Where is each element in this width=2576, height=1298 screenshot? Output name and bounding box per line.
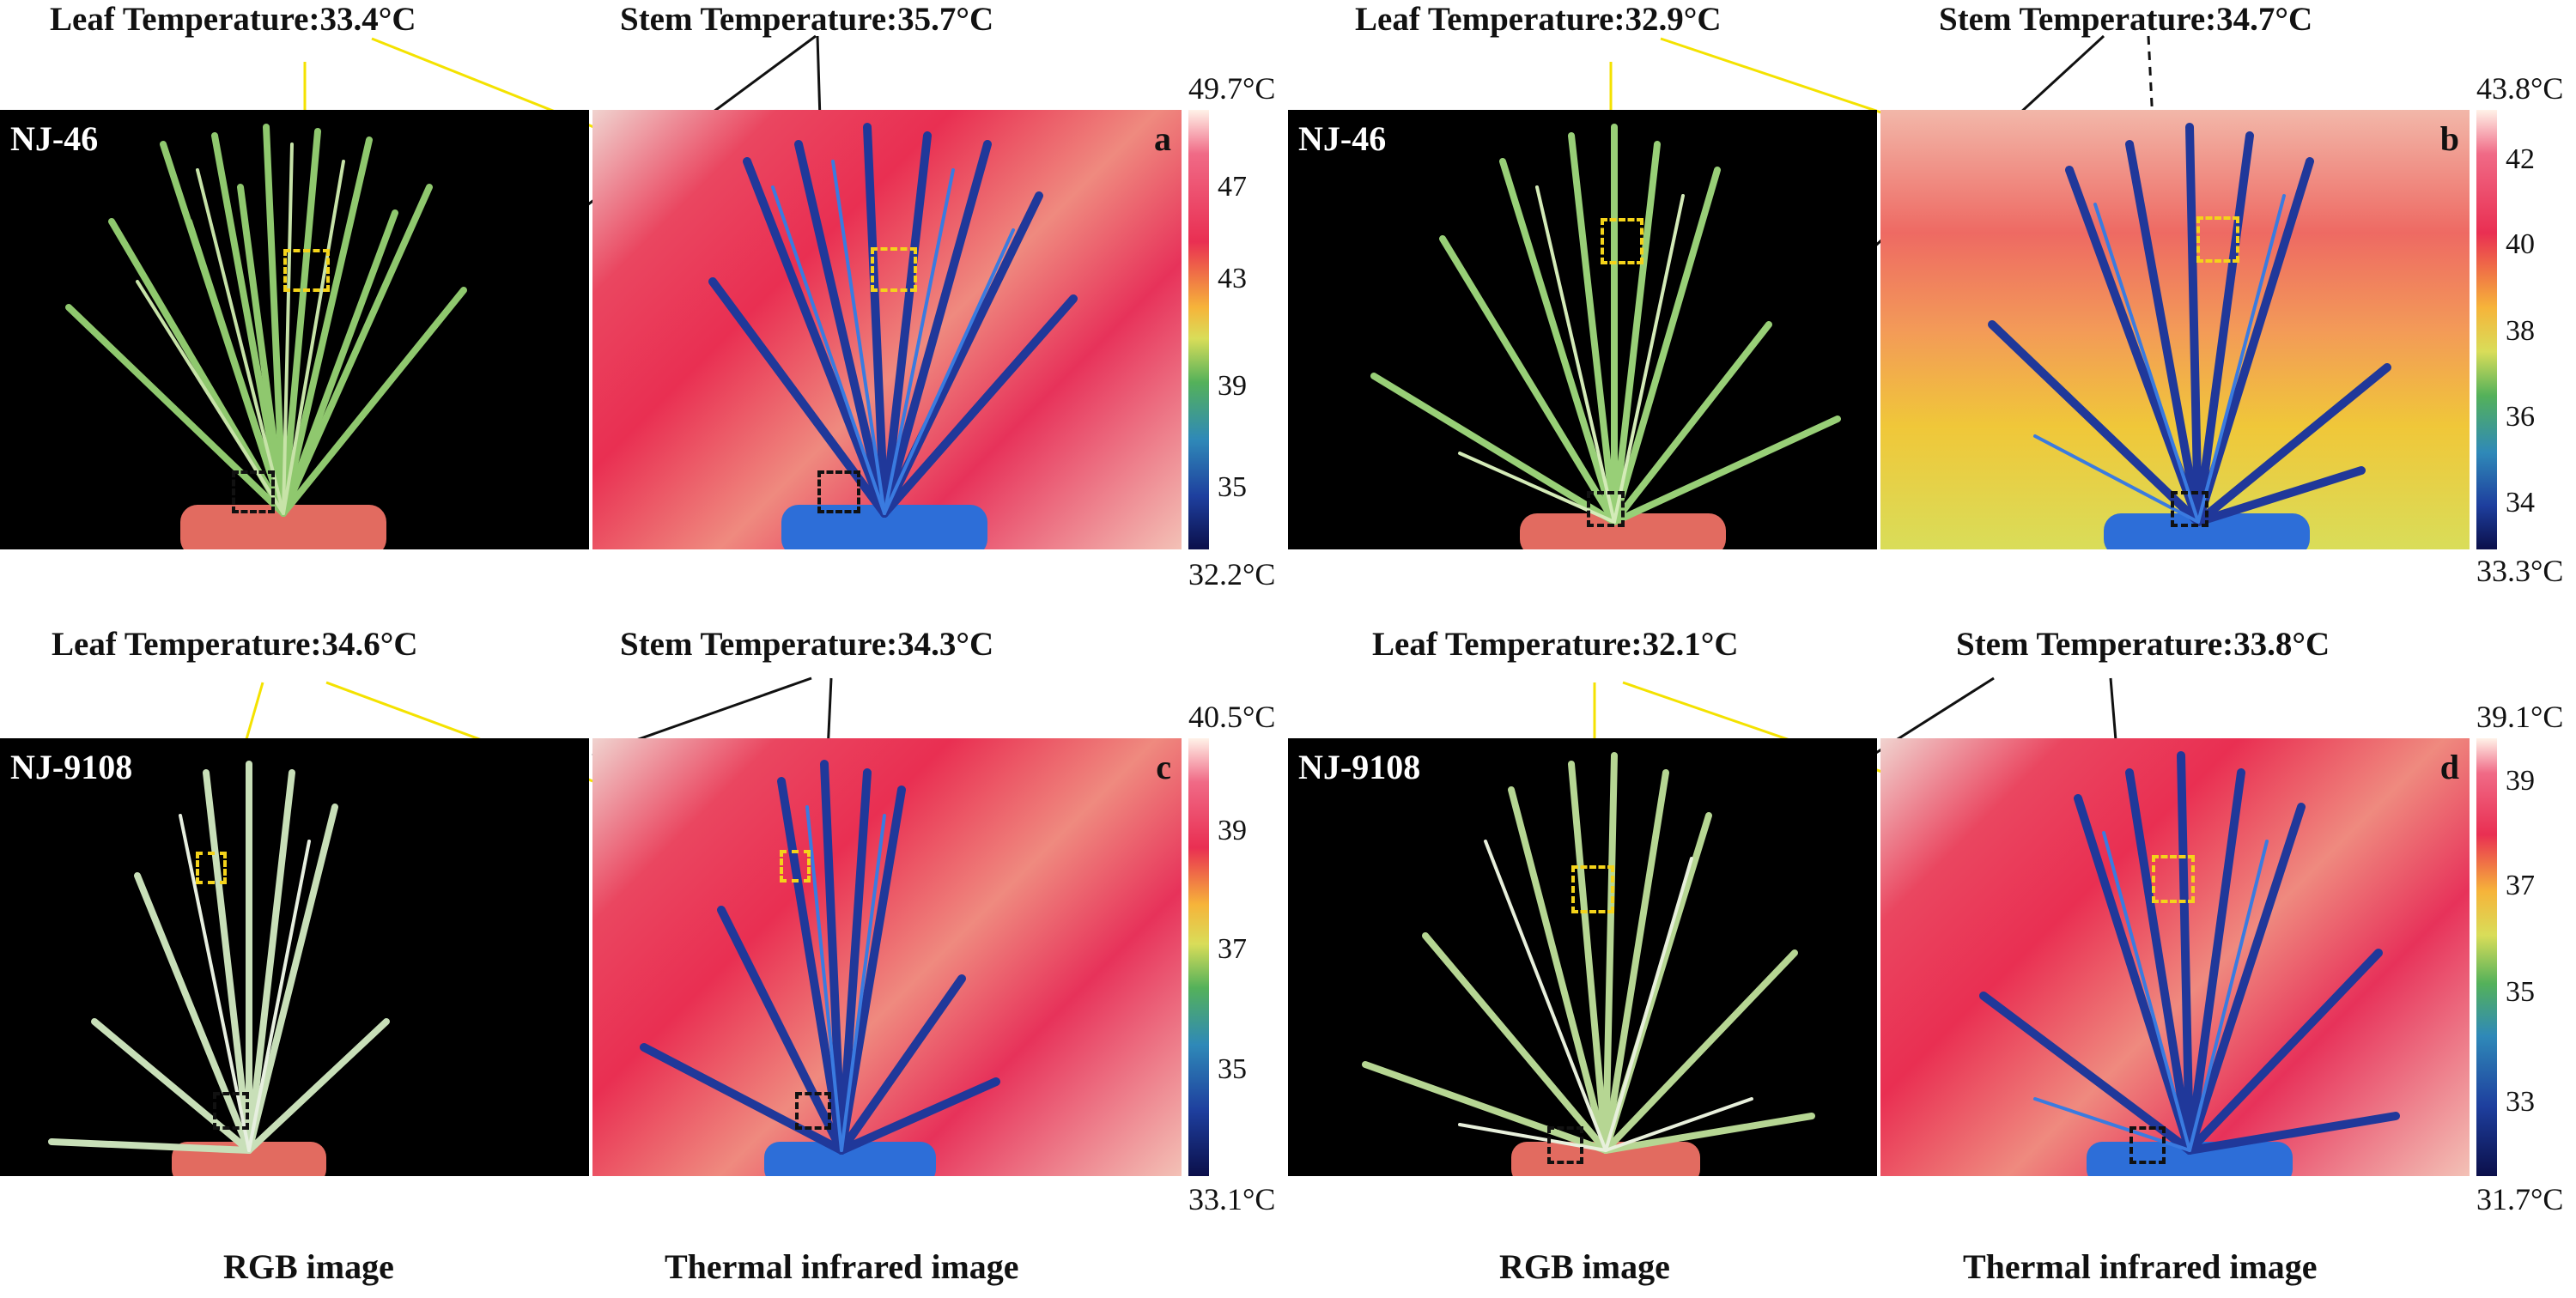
- stem-temperature-label-d: Stem Temperature:33.8°C: [1956, 626, 2330, 663]
- scale-max: 40.5°C: [1188, 700, 1276, 734]
- stem-temperature-label-c: Stem Temperature:34.3°C: [620, 626, 994, 663]
- thermal-image-c: c: [592, 738, 1182, 1176]
- leaf-temperature-label-a: Leaf Temperature:33.4°C: [50, 1, 416, 38]
- color-scale-d: 39.1°C 39 37 35 33 31.7°C: [2476, 700, 2563, 1216]
- scale-tick: 34: [2506, 487, 2535, 519]
- color-scale-bar: [2476, 738, 2497, 1176]
- color-scale-b: 43.8°C 42 40 38 36 34 33.3°C: [2476, 71, 2563, 588]
- leaf-roi-box: [780, 850, 811, 883]
- wheat-plant-illustration: [48, 761, 390, 1176]
- stem-temperature-label-a: Stem Temperature:35.7°C: [620, 1, 994, 38]
- color-scale-c: 40.5°C 39 37 35 33.1°C: [1188, 700, 1275, 1216]
- sample-label-c: NJ-9108: [10, 748, 133, 786]
- leaf-roi-box: [1571, 865, 1614, 913]
- stem-roi-box: [2129, 1126, 2166, 1164]
- wheat-plant-illustration: [65, 124, 467, 549]
- stem-roi-box: [817, 470, 860, 513]
- rgb-image-b: NJ-46: [1288, 110, 1877, 549]
- scale-tick: 43: [1218, 263, 1247, 294]
- thermal-plant-illustration: [640, 760, 1000, 1176]
- scale-tick: 47: [1218, 171, 1247, 203]
- scale-tick: 37: [2506, 870, 2535, 901]
- color-scale-bar: [1188, 110, 1209, 549]
- rgb-image-a: NJ-46: [0, 110, 589, 549]
- leaf-temperature-label-b: Leaf Temperature:32.9°C: [1355, 1, 1722, 38]
- panel-letter-b: b: [2439, 119, 2459, 158]
- rgb-image-caption-left: RGB image: [223, 1247, 394, 1286]
- thermal-image-d: d: [1880, 738, 2470, 1176]
- leaf-roi-box: [2152, 855, 2195, 903]
- color-scale-a: 49.7°C 47 43 39 35 32.2°C: [1188, 71, 1275, 591]
- leaf-roi-box: [196, 852, 227, 884]
- stem-roi-box: [795, 1092, 831, 1130]
- panel-letter-a: a: [1154, 119, 1171, 158]
- scale-max: 49.7°C: [1188, 71, 1276, 106]
- leaf-temperature-label-c: Leaf Temperature:34.6°C: [52, 626, 418, 663]
- rgb-image-caption-right: RGB image: [1499, 1247, 1670, 1286]
- scale-tick: 35: [1218, 471, 1247, 503]
- panel-letter-c: c: [1156, 748, 1171, 786]
- rgb-image-c: NJ-9108: [0, 738, 589, 1176]
- panel-letter-d: d: [2439, 748, 2459, 786]
- wheat-plant-illustration: [1370, 124, 1841, 549]
- scale-min: 33.3°C: [2476, 554, 2564, 588]
- scale-min: 33.1°C: [1188, 1182, 1276, 1216]
- scale-tick: 39: [1218, 370, 1247, 402]
- scale-max: 39.1°C: [2476, 700, 2564, 734]
- sample-label-a: NJ-46: [10, 119, 99, 158]
- rgb-image-d: NJ-9108: [1288, 738, 1877, 1176]
- wheat-plant-illustration: [1362, 752, 1815, 1176]
- thermal-image-b: b: [1880, 110, 2470, 549]
- leaf-roi-box: [871, 247, 917, 292]
- scale-tick: 40: [2506, 228, 2535, 260]
- scale-tick: 42: [2506, 143, 2535, 175]
- leaf-roi-box: [1601, 218, 1643, 264]
- color-scale-bar: [1188, 738, 1209, 1176]
- stem-roi-box: [2171, 491, 2208, 527]
- scale-min: 31.7°C: [2476, 1182, 2564, 1216]
- stem-temperature-label-b: Stem Temperature:34.7°C: [1939, 1, 2313, 38]
- leaf-roi-box: [283, 249, 330, 292]
- sample-label-d: NJ-9108: [1298, 748, 1421, 786]
- scale-tick: 33: [2506, 1086, 2535, 1118]
- scale-tick: 37: [1218, 933, 1247, 965]
- sample-label-b: NJ-46: [1298, 119, 1387, 158]
- thermal-image-a: a: [592, 110, 1182, 549]
- scale-max: 43.8°C: [2476, 71, 2564, 106]
- thermal-plant-illustration: [1979, 751, 2400, 1176]
- thermal-image-caption-right: Thermal infrared image: [1963, 1247, 2318, 1286]
- scale-min: 32.2°C: [1188, 557, 1276, 591]
- thermal-image-caption-left: Thermal infrared image: [665, 1247, 1019, 1286]
- stem-roi-box: [232, 470, 275, 513]
- color-scale-bar: [2476, 110, 2497, 549]
- scale-tick: 35: [2506, 976, 2535, 1008]
- leaf-roi-box: [2196, 216, 2239, 263]
- thermal-plant-illustration: [708, 123, 1078, 549]
- scale-tick: 36: [2506, 401, 2535, 433]
- stem-roi-box: [1587, 491, 1625, 527]
- thermal-plant-illustration: [1988, 123, 2391, 549]
- scale-tick: 38: [2506, 315, 2535, 347]
- scale-tick: 35: [1218, 1053, 1247, 1085]
- scale-tick: 39: [1218, 815, 1247, 846]
- scale-tick: 39: [2506, 765, 2535, 797]
- stem-roi-box: [1547, 1126, 1583, 1164]
- stem-roi-box: [213, 1092, 249, 1130]
- leaf-temperature-label-d: Leaf Temperature:32.1°C: [1372, 626, 1739, 663]
